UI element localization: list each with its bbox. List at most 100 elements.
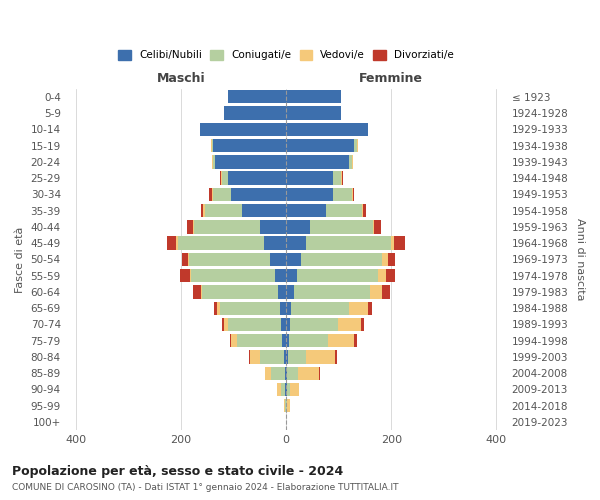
Bar <box>310 220 373 234</box>
Bar <box>349 302 368 315</box>
Bar <box>287 383 290 396</box>
Bar <box>286 106 341 120</box>
Text: Femmine: Femmine <box>359 72 423 86</box>
Bar <box>306 350 335 364</box>
Bar <box>286 204 326 218</box>
Y-axis label: Fasce di età: Fasce di età <box>15 226 25 292</box>
Bar <box>391 236 394 250</box>
Bar <box>288 350 306 364</box>
Bar <box>277 383 281 396</box>
Bar <box>286 220 310 234</box>
Bar <box>230 334 231 347</box>
Bar <box>260 220 286 234</box>
Bar <box>373 220 374 234</box>
Bar <box>286 318 290 331</box>
Bar <box>271 252 286 266</box>
Bar <box>326 204 362 218</box>
Bar <box>188 252 189 266</box>
Bar <box>217 302 220 315</box>
Bar <box>286 236 306 250</box>
Bar <box>203 204 205 218</box>
Bar <box>388 252 395 266</box>
Bar <box>335 350 337 364</box>
Bar <box>286 139 355 152</box>
Bar <box>209 188 212 201</box>
Bar <box>290 318 338 331</box>
Bar <box>284 399 285 412</box>
Bar <box>328 334 355 347</box>
Bar <box>286 383 287 396</box>
Bar <box>275 269 286 282</box>
Bar <box>382 252 388 266</box>
Bar <box>220 172 221 185</box>
Bar <box>284 366 286 380</box>
Bar <box>271 366 284 380</box>
Bar <box>200 286 202 298</box>
Bar <box>357 139 358 152</box>
Bar <box>286 155 349 168</box>
Bar <box>200 122 286 136</box>
Bar <box>278 286 286 298</box>
Text: COMUNE DI CAROSINO (TA) - Dati ISTAT 1° gennaio 2024 - Elaborazione TUTTITALIA.I: COMUNE DI CAROSINO (TA) - Dati ISTAT 1° … <box>12 484 398 492</box>
Bar <box>194 220 260 234</box>
Bar <box>178 236 264 250</box>
Bar <box>287 399 290 412</box>
Bar <box>282 334 286 347</box>
Bar <box>286 286 294 298</box>
Bar <box>364 204 366 218</box>
Bar <box>229 172 286 185</box>
Bar <box>341 172 343 185</box>
Bar <box>281 318 286 331</box>
Bar <box>334 172 341 185</box>
Bar <box>352 188 353 201</box>
Bar <box>222 172 229 185</box>
Bar <box>286 399 287 412</box>
Bar <box>191 269 275 282</box>
Bar <box>231 334 238 347</box>
Bar <box>212 188 231 201</box>
Bar <box>285 383 286 396</box>
Bar <box>212 155 215 168</box>
Bar <box>187 220 193 234</box>
Bar <box>281 383 285 396</box>
Bar <box>193 220 194 234</box>
Bar <box>200 204 203 218</box>
Bar <box>368 302 372 315</box>
Bar <box>189 252 271 266</box>
Bar <box>242 204 286 218</box>
Bar <box>296 269 378 282</box>
Bar <box>265 366 271 380</box>
Bar <box>167 236 176 250</box>
Text: Popolazione per età, sesso e stato civile - 2024: Popolazione per età, sesso e stato civil… <box>12 464 343 477</box>
Bar <box>220 302 280 315</box>
Bar <box>221 172 222 185</box>
Bar <box>215 155 286 168</box>
Bar <box>229 90 286 104</box>
Bar <box>250 350 260 364</box>
Bar <box>355 334 357 347</box>
Text: Maschi: Maschi <box>157 72 205 86</box>
Bar <box>382 286 389 298</box>
Bar <box>202 286 278 298</box>
Bar <box>355 139 357 152</box>
Bar <box>319 366 320 380</box>
Bar <box>352 155 353 168</box>
Bar <box>361 318 364 331</box>
Bar <box>221 318 224 331</box>
Bar <box>286 122 368 136</box>
Bar <box>301 252 382 266</box>
Y-axis label: Anni di nascita: Anni di nascita <box>575 218 585 300</box>
Bar <box>362 204 364 218</box>
Bar <box>286 252 301 266</box>
Bar <box>378 269 386 282</box>
Bar <box>286 188 334 201</box>
Bar <box>260 350 284 364</box>
Bar <box>334 188 352 201</box>
Bar <box>229 318 281 331</box>
Bar <box>286 366 287 380</box>
Bar <box>374 220 381 234</box>
Bar <box>285 399 286 412</box>
Bar <box>286 90 341 104</box>
Bar <box>292 302 349 315</box>
Bar <box>286 172 334 185</box>
